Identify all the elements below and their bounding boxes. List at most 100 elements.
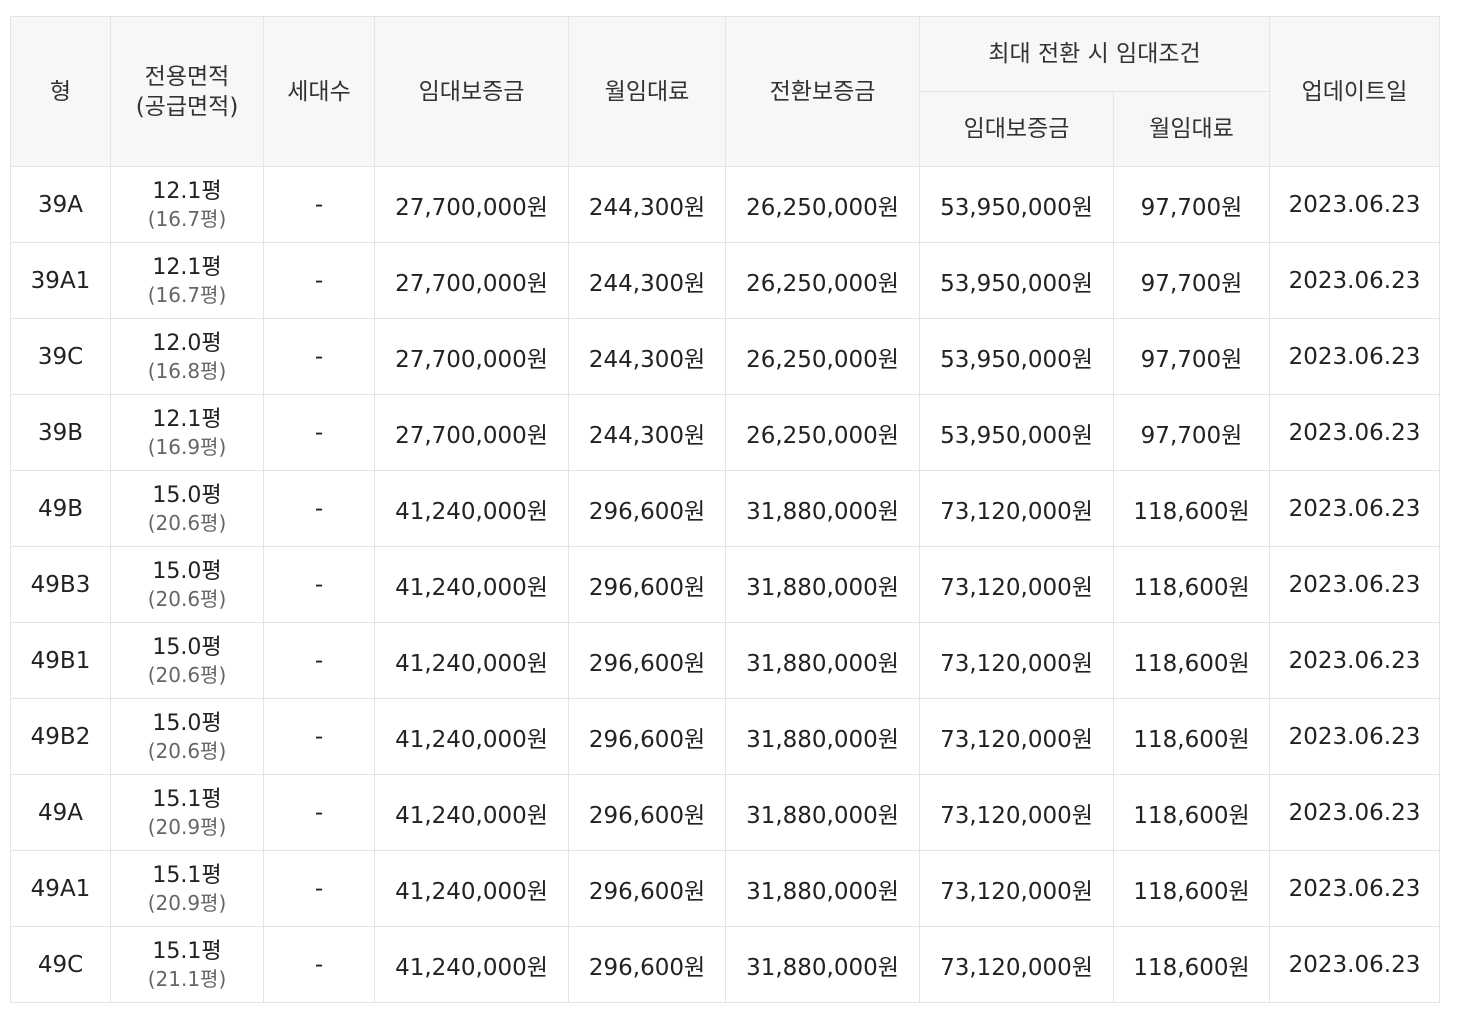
cell-supply-area: (16.7평): [147, 282, 227, 307]
cell-households: -: [263, 242, 375, 319]
header-max-conversion-group: 최대 전환 시 임대조건: [919, 16, 1270, 92]
cell-exclusive-area: 15.0평: [152, 482, 222, 508]
cell-households: -: [263, 470, 375, 547]
cell-exclusive-area: 15.1평: [152, 938, 222, 964]
cell-conversion-deposit: 31,880,000원: [725, 546, 920, 623]
cell-deposit: 41,240,000원: [374, 774, 569, 851]
cell-max-monthly-rent: 97,700원: [1113, 166, 1270, 243]
cell-conversion-deposit: 31,880,000원: [725, 774, 920, 851]
header-row-top: 형 전용면적 (공급면적) 세대수 임대보증금 월임대료 전환보증금 최대 전환…: [10, 16, 1440, 167]
cell-max-monthly-rent: 97,700원: [1113, 242, 1270, 319]
cell-deposit: 27,700,000원: [374, 242, 569, 319]
cell-exclusive-area: 15.1평: [152, 862, 222, 888]
cell-deposit: 41,240,000원: [374, 546, 569, 623]
cell-exclusive-area: 12.1평: [152, 254, 222, 280]
cell-monthly-rent: 296,600원: [568, 698, 726, 775]
cell-type: 49B1: [10, 622, 111, 699]
cell-exclusive-area: 12.0평: [152, 330, 222, 356]
cell-monthly-rent: 296,600원: [568, 470, 726, 547]
cell-area: 12.1평 (16.7평): [110, 166, 264, 243]
rental-conditions-table: 형 전용면적 (공급면적) 세대수 임대보증금 월임대료 전환보증금 최대 전환…: [10, 16, 1440, 1003]
cell-conversion-deposit: 31,880,000원: [725, 698, 920, 775]
cell-max-deposit: 73,120,000원: [919, 622, 1114, 699]
cell-conversion-deposit: 31,880,000원: [725, 622, 920, 699]
cell-max-monthly-rent: 118,600원: [1113, 774, 1270, 851]
table-row: 49C 15.1평 (21.1평) -41,240,000원 296,600원 31,88…: [10, 926, 1440, 1003]
cell-max-deposit: 73,120,000원: [919, 926, 1114, 1003]
cell-area: 15.1평 (20.9평): [110, 774, 264, 851]
cell-households: -: [263, 698, 375, 775]
cell-max-monthly-rent: 118,600원: [1113, 926, 1270, 1003]
cell-area: 15.0평 (20.6평): [110, 622, 264, 699]
cell-max-deposit: 53,950,000원: [919, 166, 1114, 243]
table-row: 49A 15.1평 (20.9평) -41,240,000원 296,600원 31,88…: [10, 774, 1440, 851]
cell-conversion-deposit: 26,250,000원: [725, 318, 920, 395]
cell-households: -: [263, 850, 375, 927]
cell-max-deposit: 53,950,000원: [919, 394, 1114, 471]
cell-supply-area: (20.9평): [147, 814, 227, 839]
cell-type: 49C: [10, 926, 111, 1003]
cell-type: 39A: [10, 166, 111, 243]
cell-exclusive-area: 12.1평: [152, 178, 222, 204]
cell-monthly-rent: 244,300원: [568, 394, 726, 471]
header-area-line1: 전용면적: [144, 63, 230, 90]
cell-deposit: 27,700,000원: [374, 166, 569, 243]
cell-supply-area: (20.6평): [147, 586, 227, 611]
cell-max-monthly-rent: 118,600원: [1113, 546, 1270, 623]
cell-exclusive-area: 15.0평: [152, 558, 222, 584]
cell-exclusive-area: 15.1평: [152, 786, 222, 812]
cell-updated: 2023.06.23: [1269, 774, 1440, 851]
table-row: 39B 12.1평 (16.9평) -27,700,000원 244,300원 26,25…: [10, 394, 1440, 471]
cell-monthly-rent: 296,600원: [568, 774, 726, 851]
cell-type: 39C: [10, 318, 111, 395]
cell-households: -: [263, 318, 375, 395]
cell-deposit: 41,240,000원: [374, 698, 569, 775]
cell-max-deposit: 73,120,000원: [919, 850, 1114, 927]
cell-households: -: [263, 394, 375, 471]
cell-monthly-rent: 296,600원: [568, 546, 726, 623]
cell-area: 15.0평 (20.6평): [110, 698, 264, 775]
cell-supply-area: (20.9평): [147, 890, 227, 915]
cell-households: -: [263, 546, 375, 623]
cell-updated: 2023.06.23: [1269, 318, 1440, 395]
cell-max-deposit: 53,950,000원: [919, 318, 1114, 395]
cell-supply-area: (16.9평): [147, 434, 227, 459]
cell-supply-area: (16.7평): [147, 206, 227, 231]
cell-type: 49A1: [10, 850, 111, 927]
cell-area: 15.0평 (20.6평): [110, 546, 264, 623]
header-area-line2: (공급면적): [135, 93, 239, 120]
cell-type: 49A: [10, 774, 111, 851]
cell-conversion-deposit: 31,880,000원: [725, 470, 920, 547]
header-max-monthly-rent: 월임대료: [1113, 91, 1270, 167]
cell-deposit: 41,240,000원: [374, 850, 569, 927]
table-row: 49B 15.0평 (20.6평) -41,240,000원 296,600원 31,88…: [10, 470, 1440, 547]
header-conversion-deposit: 전환보증금: [725, 16, 920, 167]
cell-conversion-deposit: 26,250,000원: [725, 242, 920, 319]
cell-area: 12.1평 (16.7평): [110, 242, 264, 319]
table-header: 형 전용면적 (공급면적) 세대수 임대보증금 월임대료 전환보증금 최대 전환…: [10, 16, 1440, 167]
table-row: 39A1 12.1평 (16.7평) -27,700,000원 244,300원 26,2…: [10, 242, 1440, 319]
cell-monthly-rent: 296,600원: [568, 622, 726, 699]
cell-max-monthly-rent: 118,600원: [1113, 470, 1270, 547]
header-max-deposit: 임대보증금: [919, 91, 1114, 167]
cell-deposit: 41,240,000원: [374, 926, 569, 1003]
cell-type: 39A1: [10, 242, 111, 319]
cell-updated: 2023.06.23: [1269, 850, 1440, 927]
table-row: 39A 12.1평 (16.7평) -27,700,000원 244,300원 26,25…: [10, 166, 1440, 243]
cell-area: 15.1평 (21.1평): [110, 926, 264, 1003]
cell-max-monthly-rent: 118,600원: [1113, 622, 1270, 699]
header-updated: 업데이트일: [1269, 16, 1440, 167]
cell-monthly-rent: 296,600원: [568, 850, 726, 927]
table-row: 49A1 15.1평 (20.9평) -41,240,000원 296,600원 31,8…: [10, 850, 1440, 927]
cell-deposit: 27,700,000원: [374, 318, 569, 395]
cell-updated: 2023.06.23: [1269, 926, 1440, 1003]
cell-monthly-rent: 244,300원: [568, 242, 726, 319]
table-row: 49B3 15.0평 (20.6평) -41,240,000원 296,600원 31,8…: [10, 546, 1440, 623]
cell-updated: 2023.06.23: [1269, 546, 1440, 623]
cell-deposit: 27,700,000원: [374, 394, 569, 471]
table-row: 39C 12.0평 (16.8평) -27,700,000원 244,300원 26,25…: [10, 318, 1440, 395]
cell-conversion-deposit: 31,880,000원: [725, 850, 920, 927]
cell-deposit: 41,240,000원: [374, 622, 569, 699]
cell-conversion-deposit: 26,250,000원: [725, 166, 920, 243]
cell-monthly-rent: 244,300원: [568, 166, 726, 243]
